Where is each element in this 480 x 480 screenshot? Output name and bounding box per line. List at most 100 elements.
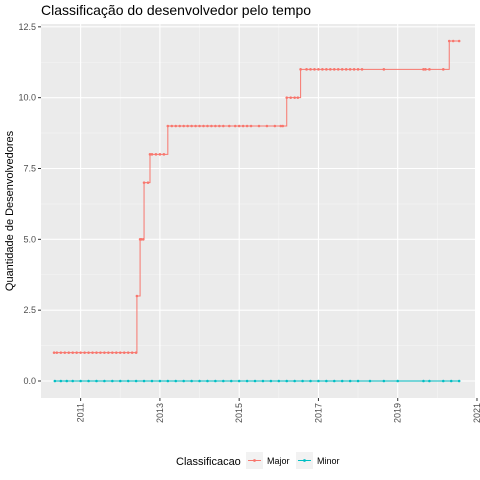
data-point-major bbox=[134, 351, 138, 354]
data-point-major bbox=[299, 68, 302, 71]
data-point-major bbox=[296, 96, 300, 99]
y-tick-label: 2.5 bbox=[23, 305, 36, 315]
data-point-minor bbox=[348, 379, 352, 383]
data-point-minor bbox=[457, 379, 461, 383]
data-point-minor bbox=[214, 379, 217, 383]
data-point-major bbox=[332, 68, 336, 71]
data-point-major bbox=[265, 124, 269, 128]
data-point-major bbox=[233, 124, 237, 128]
data-point-major bbox=[154, 153, 158, 156]
data-point-major bbox=[424, 68, 427, 71]
data-point-major bbox=[227, 124, 231, 128]
data-point-major bbox=[75, 351, 78, 354]
x-tick-label: 2019 bbox=[393, 403, 403, 423]
x-tick-label: 2013 bbox=[155, 403, 165, 423]
data-point-major bbox=[382, 68, 386, 71]
data-point-major bbox=[422, 68, 425, 71]
data-point-major bbox=[190, 124, 193, 128]
data-point-major bbox=[158, 153, 162, 156]
data-point-minor bbox=[301, 379, 304, 383]
data-point-minor bbox=[71, 379, 75, 383]
data-point-minor bbox=[253, 379, 257, 383]
data-point-minor bbox=[245, 379, 249, 383]
data-point-major bbox=[150, 153, 154, 156]
data-point-minor bbox=[422, 379, 425, 383]
data-point-major bbox=[451, 39, 455, 43]
data-point-major bbox=[79, 351, 82, 354]
data-point-minor bbox=[79, 379, 82, 383]
data-point-minor bbox=[340, 379, 344, 383]
y-axis-label: Quantidade de Desenvolvedores bbox=[4, 130, 16, 291]
data-point-major bbox=[428, 68, 431, 71]
data-point-major bbox=[309, 68, 312, 71]
data-point-major bbox=[162, 153, 166, 156]
data-point-minor bbox=[277, 379, 281, 383]
data-point-major bbox=[166, 124, 170, 128]
data-point-minor bbox=[356, 379, 360, 383]
data-point-major bbox=[142, 181, 146, 184]
data-point-minor bbox=[449, 379, 453, 383]
data-point-major bbox=[186, 124, 189, 128]
data-point-minor bbox=[368, 379, 372, 383]
data-point-major bbox=[249, 124, 253, 128]
data-point-major bbox=[218, 124, 221, 128]
data-point-major bbox=[83, 351, 86, 354]
data-point-major bbox=[352, 68, 356, 71]
data-point-major bbox=[122, 351, 126, 354]
data-point-major bbox=[214, 124, 217, 128]
data-point-major bbox=[305, 68, 308, 71]
data-point-major bbox=[135, 294, 139, 298]
series-layer bbox=[52, 39, 461, 383]
data-point-major bbox=[289, 96, 292, 99]
data-point-major bbox=[329, 68, 332, 71]
data-point-minor bbox=[166, 379, 170, 383]
data-point-major bbox=[457, 39, 461, 43]
data-point-major bbox=[126, 351, 130, 354]
y-tick-label: 7.5 bbox=[23, 164, 36, 174]
data-point-minor bbox=[182, 379, 185, 383]
data-point-minor bbox=[222, 379, 225, 383]
data-point-minor bbox=[269, 379, 273, 383]
data-point-major bbox=[174, 124, 178, 128]
data-point-minor bbox=[206, 379, 209, 383]
y-axis: 0.0 2.5 5.0 7.5 10.0 12.5 bbox=[18, 22, 41, 386]
data-point-major bbox=[360, 68, 364, 71]
data-point-major bbox=[317, 68, 320, 71]
data-point-major bbox=[178, 124, 182, 128]
x-tick-label: 2017 bbox=[313, 403, 323, 423]
data-point-minor bbox=[198, 379, 201, 383]
data-point-minor bbox=[237, 379, 241, 383]
data-point-major bbox=[130, 351, 134, 354]
data-point-minor bbox=[309, 379, 312, 383]
data-point-minor bbox=[174, 379, 178, 383]
data-point-minor bbox=[317, 379, 320, 383]
data-point-minor bbox=[53, 379, 57, 383]
y-tick-label: 12.5 bbox=[18, 22, 36, 32]
data-point-major bbox=[194, 124, 197, 128]
data-point-minor bbox=[65, 379, 69, 383]
data-point-major bbox=[148, 153, 152, 156]
data-point-major bbox=[281, 124, 285, 128]
data-point-major bbox=[222, 124, 225, 128]
data-point-major bbox=[241, 124, 245, 128]
data-point-major bbox=[59, 351, 63, 354]
data-point-major bbox=[141, 238, 145, 241]
data-point-major bbox=[118, 351, 122, 354]
data-point-major bbox=[279, 124, 283, 128]
data-point-minor bbox=[293, 379, 296, 383]
data-point-major bbox=[210, 124, 213, 128]
y-tick-label: 0.0 bbox=[23, 376, 36, 386]
data-point-major bbox=[182, 124, 185, 128]
data-point-major bbox=[52, 351, 56, 354]
legend-title: Classificacao bbox=[176, 456, 241, 468]
data-point-minor bbox=[190, 379, 193, 383]
data-point-major bbox=[285, 96, 289, 99]
legend-key-minor-point bbox=[303, 459, 306, 462]
data-point-minor bbox=[229, 379, 233, 383]
legend-label-major: Major bbox=[267, 456, 290, 466]
data-point-minor bbox=[441, 379, 445, 383]
data-point-major bbox=[344, 68, 348, 71]
data-point-major bbox=[55, 351, 59, 354]
data-point-minor bbox=[118, 379, 122, 383]
